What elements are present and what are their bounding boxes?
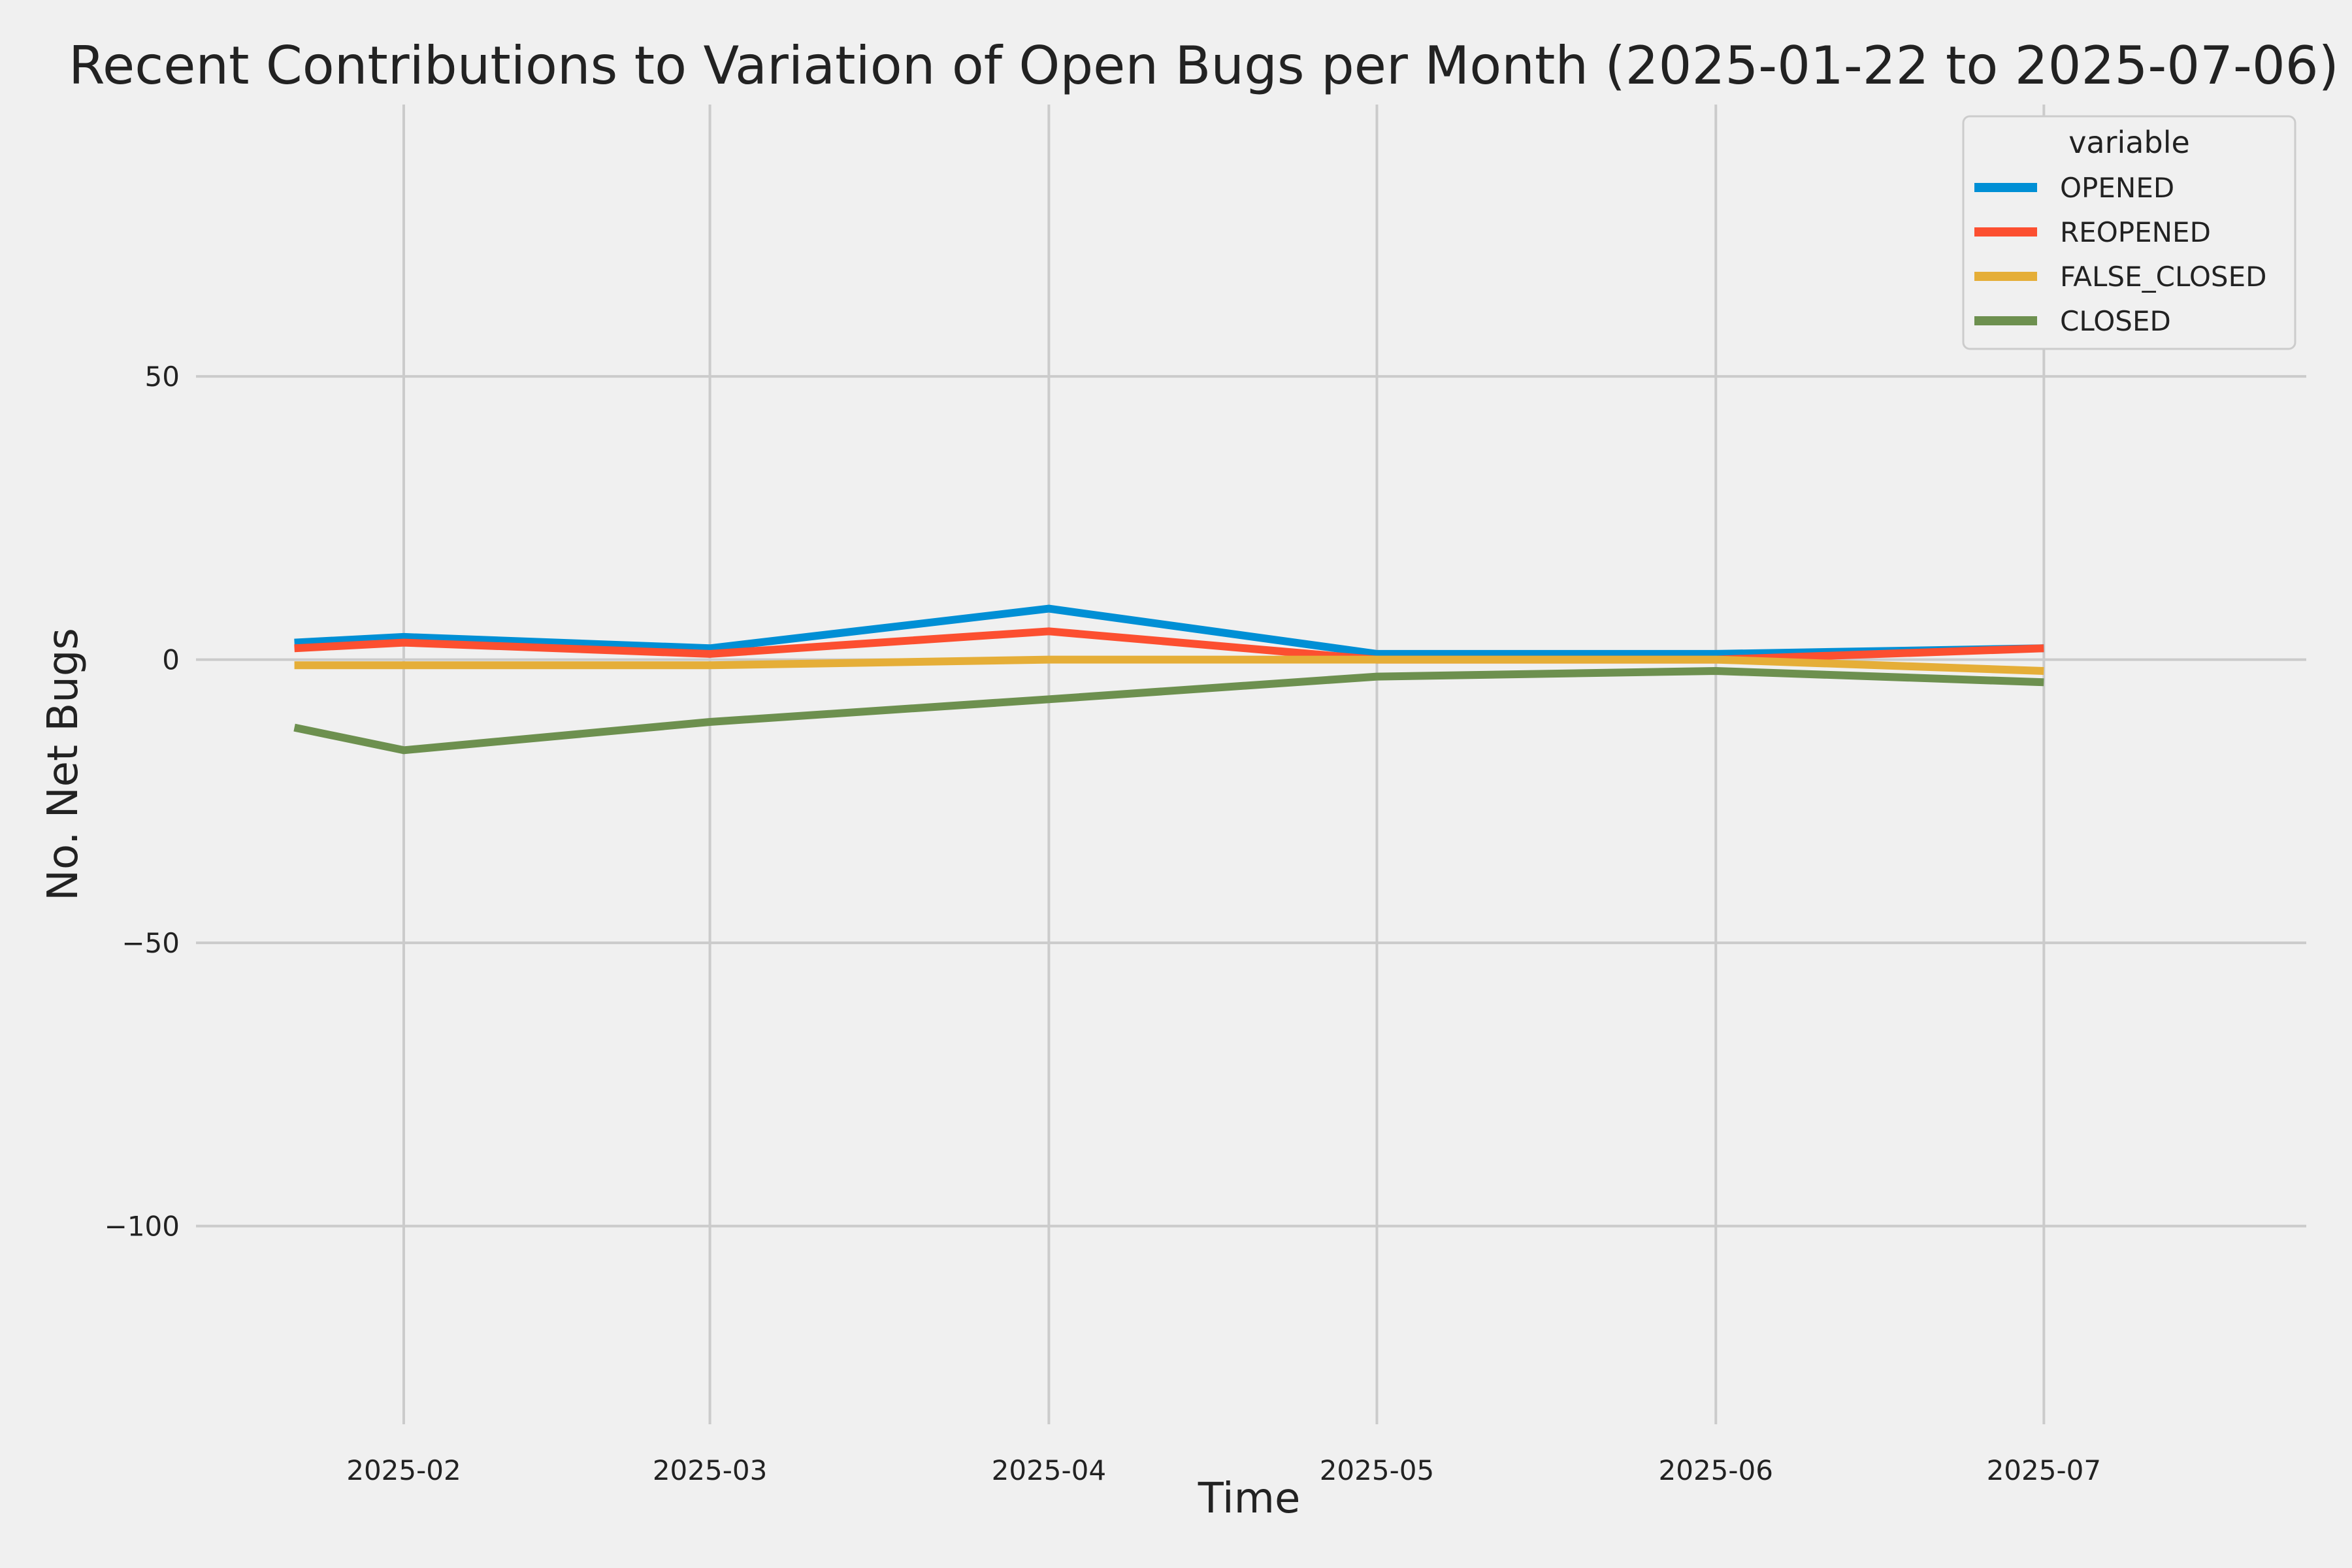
legend-label: OPENED — [2060, 172, 2174, 204]
y-tick-label: −50 — [122, 927, 180, 959]
legend-label: CLOSED — [2060, 305, 2171, 337]
chart-title: Recent Contributions to Variation of Ope… — [69, 35, 2339, 96]
legend-title: variable — [2068, 125, 2190, 160]
y-axis-label: No. Net Bugs — [39, 628, 88, 901]
legend-label: REOPENED — [2060, 216, 2211, 248]
y-tick-label: 50 — [145, 361, 180, 393]
series-line-false-closed — [294, 655, 2044, 675]
legend-label: FALSE_CLOSED — [2060, 261, 2266, 293]
x-tick-label: 2025-02 — [346, 1454, 461, 1486]
legend-box — [1962, 115, 2296, 350]
x-tick-label: 2025-03 — [653, 1454, 768, 1486]
legend-item: CLOSED — [1974, 305, 2171, 337]
series-line-closed — [293, 667, 2044, 755]
legend: variable OPENED REOPENED FALSE_CLOSED CLOSE… — [1962, 115, 2296, 350]
tick-labels: 2025-02 2025-03 2025-04 2025-05 2025-06 2025-… — [105, 361, 2101, 1486]
legend-items: OPENED REOPENED FALSE_CLOSED CLOSED — [1974, 172, 2266, 337]
x-axis-label: Time — [1198, 1475, 1301, 1523]
series-lines — [293, 604, 2044, 755]
y-tick-label: 0 — [162, 644, 180, 676]
series-line-opened — [294, 604, 2044, 658]
x-tick-label: 2025-04 — [992, 1454, 1107, 1486]
y-tick-label: −100 — [105, 1211, 180, 1243]
x-tick-label: 2025-07 — [1987, 1454, 2102, 1486]
legend-item: OPENED — [1974, 172, 2174, 204]
legend-item: REOPENED — [1974, 216, 2211, 248]
series-line-reopened — [294, 627, 2044, 664]
legend-item: FALSE_CLOSED — [1974, 261, 2266, 293]
x-tick-label: 2025-05 — [1320, 1454, 1435, 1486]
x-tick-label: 2025-06 — [1659, 1454, 1774, 1486]
